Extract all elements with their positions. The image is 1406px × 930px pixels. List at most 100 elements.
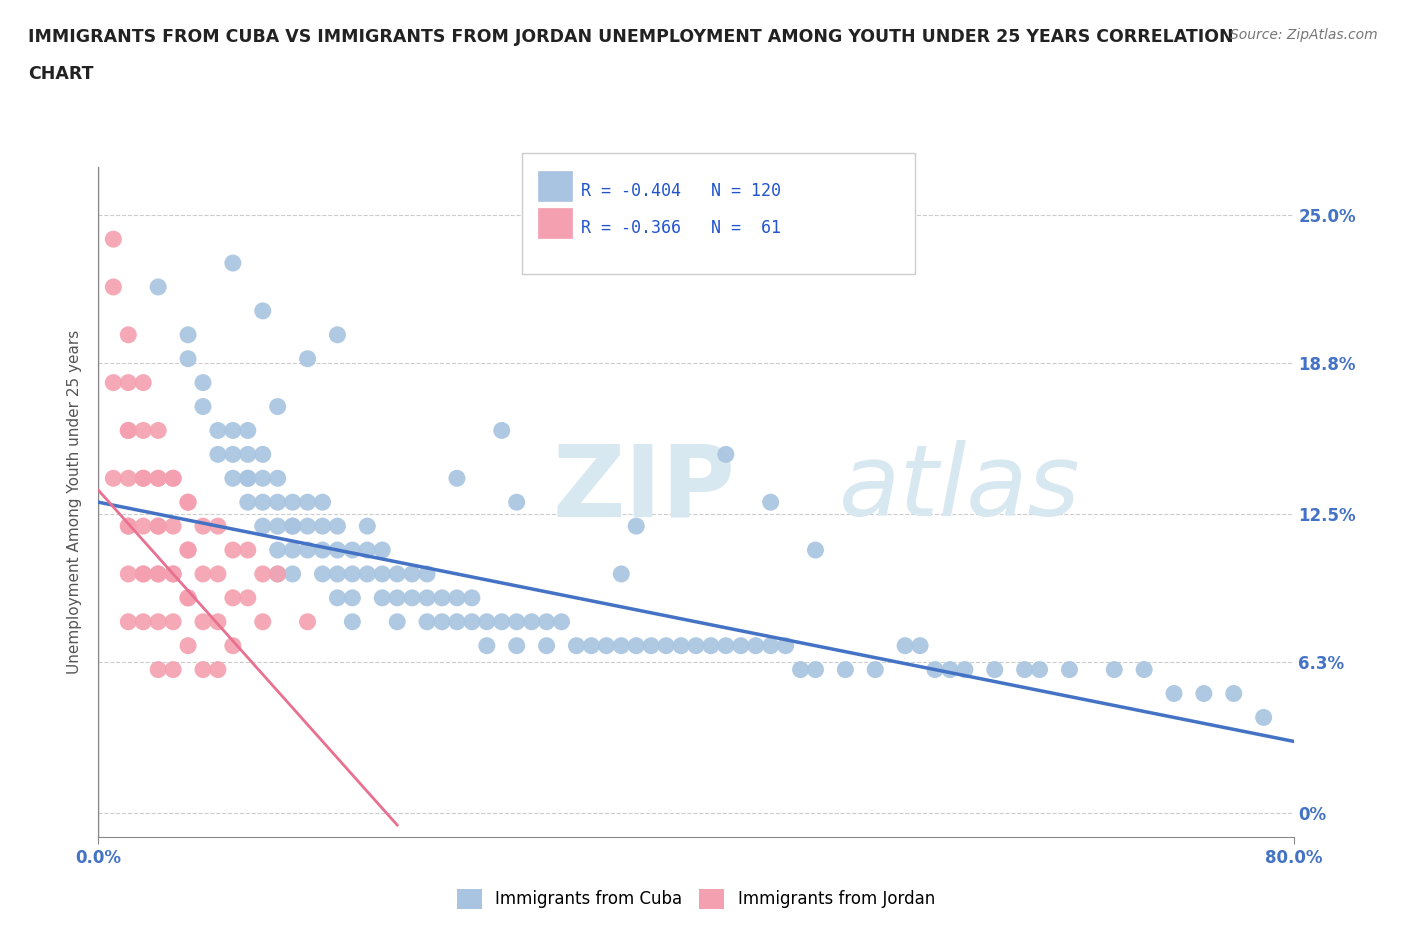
Point: [640, 638, 662, 653]
Point: [745, 638, 768, 653]
Point: [461, 591, 484, 605]
Point: [565, 638, 588, 653]
Point: [342, 566, 364, 581]
Point: [461, 615, 484, 630]
Point: [281, 519, 304, 534]
Point: [103, 375, 125, 390]
Point: [132, 423, 155, 438]
Point: [416, 615, 439, 630]
Point: [297, 542, 319, 557]
Point: [177, 327, 200, 342]
Point: [506, 615, 529, 630]
Text: IMMIGRANTS FROM CUBA VS IMMIGRANTS FROM JORDAN UNEMPLOYMENT AMONG YOUTH UNDER 25: IMMIGRANTS FROM CUBA VS IMMIGRANTS FROM …: [28, 28, 1233, 46]
Text: ZIP: ZIP: [553, 440, 735, 538]
Point: [103, 280, 125, 295]
Point: [1104, 662, 1126, 677]
Point: [669, 638, 692, 653]
Point: [311, 495, 333, 510]
Point: [908, 638, 931, 653]
Point: [550, 615, 572, 630]
Point: [117, 423, 139, 438]
Point: [326, 327, 349, 342]
Point: [297, 615, 319, 630]
Point: [236, 471, 259, 485]
Point: [984, 662, 1007, 677]
Point: [385, 615, 409, 630]
Text: R = -0.404   N = 120: R = -0.404 N = 120: [581, 182, 780, 200]
Point: [385, 591, 409, 605]
Point: [267, 542, 290, 557]
Point: [730, 638, 752, 653]
Point: [222, 256, 245, 271]
Point: [520, 615, 543, 630]
Point: [1192, 686, 1215, 701]
Point: [103, 471, 125, 485]
Point: [162, 566, 184, 581]
Point: [759, 638, 782, 653]
Point: [1133, 662, 1156, 677]
Point: [267, 566, 290, 581]
Point: [222, 542, 245, 557]
Point: [222, 423, 245, 438]
Point: [834, 662, 856, 677]
Point: [297, 352, 319, 366]
Point: [1163, 686, 1185, 701]
Point: [326, 519, 349, 534]
Point: [281, 566, 304, 581]
Point: [714, 447, 737, 462]
Point: [281, 495, 304, 510]
Point: [626, 638, 648, 653]
Point: [236, 471, 259, 485]
Point: [177, 352, 200, 366]
Point: [342, 615, 364, 630]
Point: [326, 566, 349, 581]
Point: [1028, 662, 1050, 677]
Point: [236, 591, 259, 605]
Point: [117, 615, 139, 630]
Point: [207, 662, 229, 677]
Point: [148, 566, 170, 581]
Point: [775, 638, 797, 653]
Point: [177, 591, 200, 605]
Point: [506, 495, 529, 510]
Point: [162, 519, 184, 534]
Point: [401, 591, 423, 605]
Point: [148, 471, 170, 485]
Point: [924, 662, 946, 677]
Point: [475, 638, 498, 653]
Point: [162, 662, 184, 677]
Point: [446, 615, 468, 630]
Point: [148, 615, 170, 630]
Point: [371, 591, 394, 605]
Point: [626, 519, 648, 534]
Point: [804, 542, 827, 557]
Point: [356, 519, 378, 534]
Point: [148, 423, 170, 438]
Point: [297, 519, 319, 534]
Point: [252, 566, 274, 581]
Point: [267, 399, 290, 414]
Point: [117, 519, 139, 534]
Point: [401, 566, 423, 581]
Point: [222, 591, 245, 605]
Point: [356, 542, 378, 557]
Point: [148, 519, 170, 534]
Point: [236, 495, 259, 510]
Point: [416, 566, 439, 581]
Point: [1014, 662, 1036, 677]
Point: [117, 423, 139, 438]
Point: [416, 591, 439, 605]
Point: [430, 615, 453, 630]
Point: [536, 615, 558, 630]
Point: [252, 615, 274, 630]
Point: [191, 566, 214, 581]
Point: [326, 591, 349, 605]
Point: [162, 566, 184, 581]
Point: [117, 375, 139, 390]
Point: [132, 566, 155, 581]
Point: [222, 447, 245, 462]
Point: [252, 447, 274, 462]
Point: [148, 471, 170, 485]
Point: [252, 471, 274, 485]
Point: [132, 375, 155, 390]
